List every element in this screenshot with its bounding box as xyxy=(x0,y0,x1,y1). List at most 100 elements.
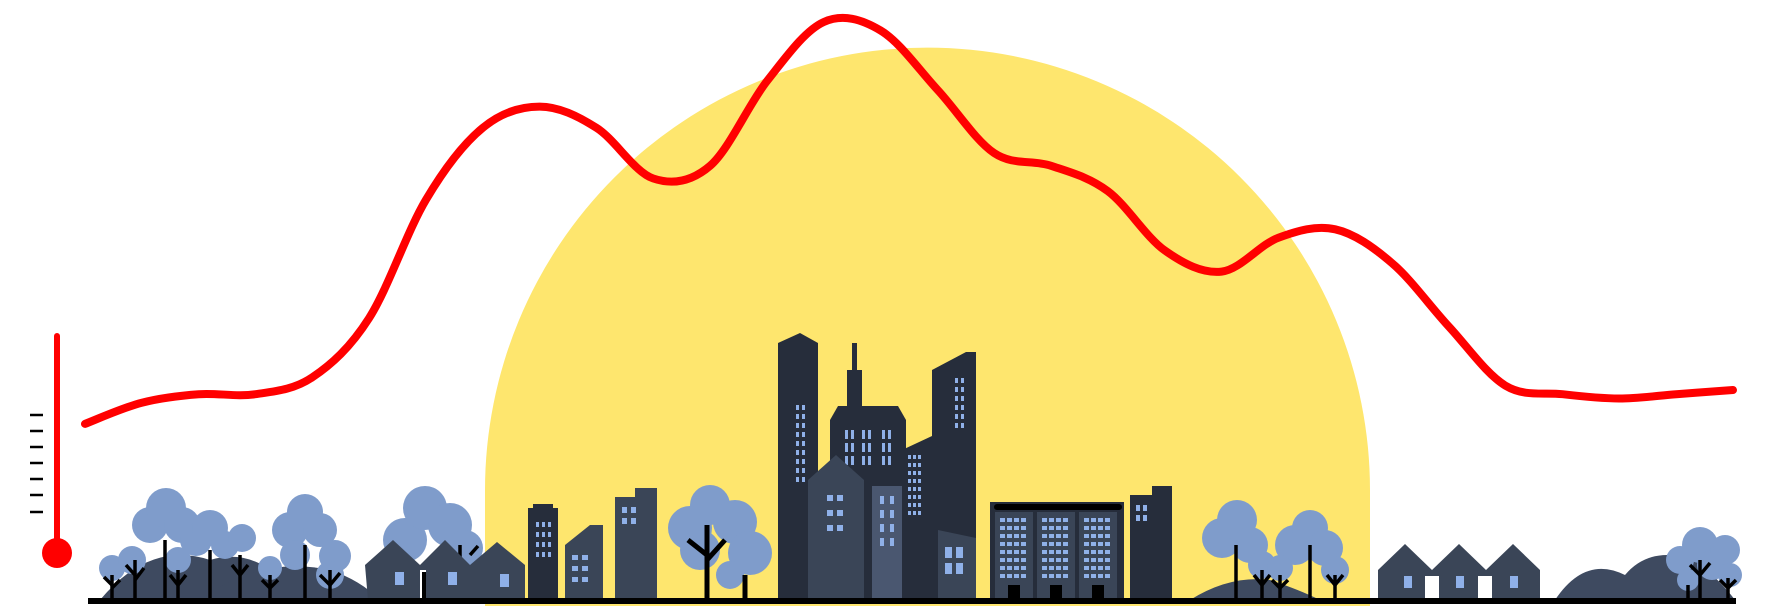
window xyxy=(1091,534,1096,538)
window xyxy=(1014,534,1019,538)
window xyxy=(1056,574,1061,578)
window xyxy=(1063,526,1068,530)
house-icon xyxy=(365,540,525,600)
window xyxy=(1014,526,1019,530)
window xyxy=(1098,534,1103,538)
window xyxy=(1021,518,1026,522)
window xyxy=(1098,558,1103,562)
window xyxy=(1105,550,1110,554)
window xyxy=(1063,550,1068,554)
tree-cluster-right xyxy=(1190,500,1349,600)
window xyxy=(1049,534,1054,538)
window xyxy=(1014,550,1019,554)
window xyxy=(1042,534,1047,538)
window xyxy=(1091,526,1096,530)
window xyxy=(1021,542,1026,546)
window xyxy=(1084,526,1089,530)
window xyxy=(1063,542,1068,546)
window xyxy=(1042,566,1047,570)
window xyxy=(1056,550,1061,554)
tree-icon xyxy=(99,488,351,589)
window xyxy=(1049,526,1054,530)
window xyxy=(1063,574,1068,578)
window xyxy=(1049,542,1054,546)
window xyxy=(1014,566,1019,570)
window xyxy=(1105,534,1110,538)
window xyxy=(1000,566,1005,570)
window xyxy=(1007,574,1012,578)
window xyxy=(1091,542,1096,546)
house-icon xyxy=(1378,544,1540,600)
window xyxy=(1056,558,1061,562)
window xyxy=(1063,534,1068,538)
window xyxy=(1105,518,1110,522)
thermometer-icon xyxy=(30,333,72,568)
window xyxy=(1105,566,1110,570)
window xyxy=(1007,566,1012,570)
sun-icon xyxy=(485,47,1370,606)
window xyxy=(1091,518,1096,522)
window xyxy=(1000,542,1005,546)
window xyxy=(1007,550,1012,554)
window xyxy=(1021,534,1026,538)
window xyxy=(1049,518,1054,522)
window xyxy=(1084,558,1089,562)
window xyxy=(1084,542,1089,546)
window xyxy=(1014,518,1019,522)
hill-icon-right xyxy=(1555,527,1742,600)
window xyxy=(1049,558,1054,562)
window xyxy=(1098,542,1103,546)
window xyxy=(1049,574,1054,578)
window xyxy=(1049,550,1054,554)
window xyxy=(1056,518,1061,522)
tree-icon xyxy=(1202,500,1349,584)
window xyxy=(1042,526,1047,530)
window xyxy=(1105,526,1110,530)
tree-icon xyxy=(668,485,772,600)
window xyxy=(1000,558,1005,562)
building-tower xyxy=(808,455,864,600)
window xyxy=(1042,574,1047,578)
window xyxy=(1105,542,1110,546)
building-tower xyxy=(1130,486,1172,600)
window xyxy=(1091,574,1096,578)
window xyxy=(1014,542,1019,546)
window xyxy=(1084,518,1089,522)
window xyxy=(1042,558,1047,562)
window xyxy=(1021,526,1026,530)
ground-line xyxy=(88,598,1736,604)
window xyxy=(1021,574,1026,578)
window xyxy=(1063,518,1068,522)
block-windows xyxy=(1000,518,1110,578)
building-tower xyxy=(872,486,906,600)
window xyxy=(1021,550,1026,554)
building-tower xyxy=(615,488,657,600)
window xyxy=(1098,526,1103,530)
window xyxy=(1098,518,1103,522)
window xyxy=(1007,542,1012,546)
window xyxy=(1098,574,1103,578)
window xyxy=(1007,518,1012,522)
window xyxy=(1056,526,1061,530)
window xyxy=(1098,550,1103,554)
window xyxy=(1021,566,1026,570)
window xyxy=(1056,542,1061,546)
houses-right xyxy=(1378,544,1540,600)
window xyxy=(1042,550,1047,554)
houses-left xyxy=(365,540,525,600)
window xyxy=(1000,574,1005,578)
window xyxy=(1042,518,1047,522)
window xyxy=(1000,534,1005,538)
window xyxy=(1091,558,1096,562)
window xyxy=(1007,534,1012,538)
window xyxy=(1000,518,1005,522)
skyline-icon xyxy=(778,333,1172,600)
window xyxy=(1063,566,1068,570)
window xyxy=(1084,574,1089,578)
window xyxy=(1007,526,1012,530)
window xyxy=(1084,550,1089,554)
window xyxy=(1063,558,1068,562)
window xyxy=(1049,566,1054,570)
window xyxy=(1091,550,1096,554)
window xyxy=(1098,566,1103,570)
